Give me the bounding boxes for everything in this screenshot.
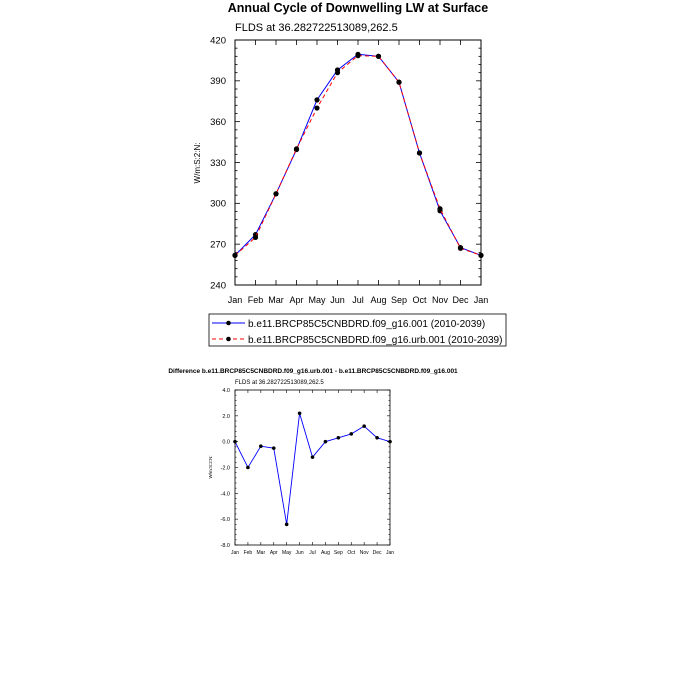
chart1-xtick-label: Jun (330, 295, 345, 305)
chart1-ytick-label: 300 (210, 199, 226, 210)
chart2-xtick-label: Dec (373, 550, 382, 556)
chart2-xtick-label: Jan (231, 550, 239, 556)
chart1-series-2-point (232, 252, 238, 258)
chart1-series-2-point (314, 105, 320, 111)
chart1-series-2-point (478, 252, 484, 258)
chart2-xtick-label: Jun (296, 550, 304, 556)
chart2-ytick-label: -8.0 (221, 543, 230, 549)
annual-cycle-chart: Annual Cycle of Downwelling LW at Surfac… (193, 1, 507, 347)
chart2-xtick-label: Feb (244, 550, 253, 556)
chart1-series-2-point (457, 245, 464, 251)
chart1-ytick-label: 390 (210, 76, 226, 87)
chart1-xtick-label: May (308, 295, 326, 305)
chart1-ytick-label: 360 (210, 117, 226, 128)
chart1-ylabel: W/m:S:2:N: (193, 143, 202, 184)
chart1-ytick-label: 240 (210, 280, 226, 291)
chart2-series-1-point (271, 446, 276, 450)
legend-label-series-2: b.e11.BRCP85C5CNBDRD.f09_g16.urb.001 (20… (248, 335, 502, 346)
chart1-subtitle: FLDS at 36.282722513089,262.5 (235, 22, 398, 34)
chart2-series-1-point (246, 465, 250, 470)
chart2-series-1-point (362, 424, 366, 428)
chart1-xtick-label: Sep (391, 295, 407, 305)
chart2-plot-area: -8.0 -6.0 -4.0 -2.0 0.0 2.0 4.0 Jan Feb Mar Apr May… (221, 388, 395, 556)
chart2-series-1-point (336, 435, 341, 440)
chart1-series-2-point (293, 146, 300, 152)
chart1-series-2-point (416, 150, 423, 156)
legend-label-series-1: b.e11.BRCP85C5CNBDRD.f09_g16.001 (2010-2… (248, 319, 485, 330)
chart1-xtick-label: Jan (474, 295, 489, 305)
chart1-plot-frame (234, 39, 482, 286)
chart1-legend: b.e11.BRCP85C5CNBDRD.f09_g16.001 (2010-2… (208, 313, 507, 347)
chart1-series-2-point (437, 206, 443, 212)
chart2-ytick-label: -4.0 (221, 491, 230, 497)
legend-box (208, 313, 507, 347)
chart1-xtick-label: Mar (268, 295, 284, 305)
chart1-ytick-label: 270 (210, 239, 226, 250)
chart1-ytick-label: 420 (210, 35, 226, 46)
chart1-xtick-label: Oct (412, 295, 427, 305)
chart2-ylabel: W/m:S:2:N: (208, 455, 213, 478)
chart2-xtick-label: May (282, 550, 292, 556)
chart2-series-1-point (323, 439, 328, 444)
chart1-plot-area: 240 270 300 330 360 390 420 Jan Feb Mar Apr May Jun J… (210, 35, 488, 305)
chart1-series-2-point (273, 191, 279, 197)
chart2-xtick-label: Oct (347, 550, 355, 556)
chart2-series-1-point (284, 522, 289, 527)
chart2-xtick-label: Nov (360, 550, 369, 556)
chart2-ytick-label: -2.0 (221, 465, 230, 471)
chart2-ytick-label: 4.0 (222, 388, 230, 394)
chart1-series-2-point (396, 79, 402, 85)
chart2-title: Difference b.e11.BRCP85C5CNBDRD.f09_g16.… (168, 368, 458, 375)
chart2-series-1-line (234, 413, 391, 525)
chart1-series-2-point (355, 53, 361, 59)
chart1-xtick-label: Aug (370, 295, 386, 305)
chart2-series-1-point (259, 444, 263, 448)
chart1-ytick-label: 330 (210, 158, 226, 169)
chart1-series-2-point (375, 53, 382, 59)
chart2-series-1-point (233, 439, 237, 444)
chart2-series-1-point (297, 411, 302, 416)
chart2-series-1-point (310, 455, 315, 459)
chart1-xtick-label: Nov (432, 295, 449, 305)
chart1-series-2-point (252, 234, 259, 240)
chart2-ytick-label: 0.0 (222, 440, 230, 446)
chart2-series-1-point (388, 439, 392, 444)
chart2-ytick-label: 2.0 (222, 414, 230, 420)
chart2-series-1-point (375, 435, 379, 440)
chart2-xtick-label: Apr (270, 550, 278, 556)
chart2-subtitle: FLDS at 36.282722513089,262.5 (235, 380, 324, 386)
chart1-xtick-label: Apr (289, 295, 303, 305)
legend-marker-series-2 (226, 336, 231, 342)
legend-marker-series-1 (226, 320, 231, 326)
chart1-xtick-label: Jul (352, 295, 364, 305)
chart1-series-1-point (314, 97, 320, 103)
difference-chart: Difference b.e11.BRCP85C5CNBDRD.f09_g16.… (168, 368, 458, 556)
chart1-xtick-label: Jan (228, 295, 243, 305)
chart1-xtick-label: Feb (248, 295, 264, 305)
chart2-series-1-point (349, 432, 354, 436)
chart1-xtick-label: Dec (452, 295, 469, 305)
chart2-xtick-label: Sep (334, 550, 343, 556)
chart2-xtick-label: Jul (309, 550, 315, 556)
chart2-xtick-label: Mar (257, 550, 266, 556)
chart1-series-2-point (334, 70, 341, 76)
chart2-xtick-label: Jan (386, 550, 394, 556)
chart1-series-1-line (234, 53, 482, 256)
chart2-plot-frame (234, 389, 391, 546)
chart2-ytick-label: -6.0 (221, 517, 230, 523)
chart1-series-2-line (234, 55, 482, 256)
chart1-title: Annual Cycle of Downwelling LW at Surfac… (228, 1, 488, 15)
chart2-xtick-label: Aug (321, 550, 330, 556)
